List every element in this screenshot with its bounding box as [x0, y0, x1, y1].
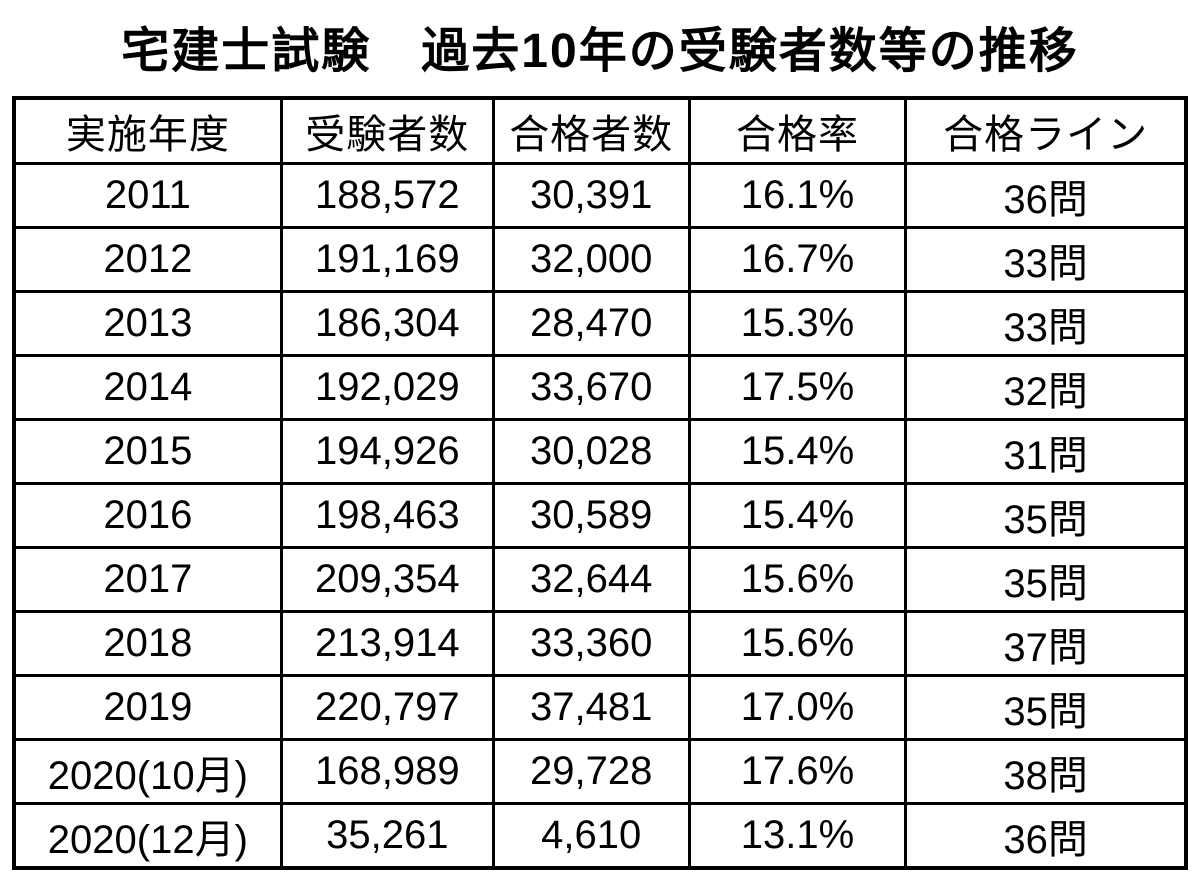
table-cell: 4,610 [491, 802, 691, 870]
table-cell: 33問 [904, 226, 1188, 293]
table-cell: 37問 [904, 610, 1188, 677]
table-cell: 192,029 [279, 354, 495, 421]
table-cell: 15.4% [687, 482, 908, 549]
column-header: 受験者数 [279, 96, 495, 165]
table-cell: 30,589 [491, 482, 691, 549]
table-cell: 36問 [904, 802, 1188, 870]
column-header: 合格ライン [904, 96, 1188, 165]
table-row: 2017 209,354 32,644 15.6% 35問 [12, 546, 1188, 613]
table-cell: 16.1% [687, 162, 908, 229]
table-cell: 2012 [12, 226, 283, 293]
column-header: 実施年度 [12, 96, 283, 165]
table-cell: 2017 [12, 546, 283, 613]
table-cell: 2013 [12, 290, 283, 357]
table-cell: 2016 [12, 482, 283, 549]
table-cell: 186,304 [279, 290, 495, 357]
table-cell: 15.6% [687, 610, 908, 677]
column-header: 合格率 [687, 96, 908, 165]
table-cell: 32,000 [491, 226, 691, 293]
table-cell: 30,391 [491, 162, 691, 229]
table-cell: 32問 [904, 354, 1188, 421]
table-cell: 17.0% [687, 674, 908, 741]
table-cell: 33,360 [491, 610, 691, 677]
table-cell: 198,463 [279, 482, 495, 549]
table-cell: 16.7% [687, 226, 908, 293]
table-cell: 35,261 [279, 802, 495, 870]
page-title: 宅建士試験 過去10年の受験者数等の推移 [121, 25, 1079, 78]
table-cell: 194,926 [279, 418, 495, 485]
table-row: 2012 191,169 32,000 16.7% 33問 [12, 226, 1188, 293]
table-cell: 32,644 [491, 546, 691, 613]
table-cell: 31問 [904, 418, 1188, 485]
table-cell: 35問 [904, 482, 1188, 549]
table-cell: 35問 [904, 546, 1188, 613]
table-body: 2011 188,572 30,391 16.1% 36問 2012 191,169 32,0… [12, 162, 1188, 870]
table-cell: 30,028 [491, 418, 691, 485]
table-cell: 17.5% [687, 354, 908, 421]
header-row: 実施年度 受験者数 合格者数 合格率 合格ライン [12, 96, 1188, 165]
table-cell: 2011 [12, 162, 283, 229]
table-cell: 209,354 [279, 546, 495, 613]
table-cell: 28,470 [491, 290, 691, 357]
table-cell: 17.6% [687, 738, 908, 805]
table-row: 2013 186,304 28,470 15.3% 33問 [12, 290, 1188, 357]
table-cell: 2020(12月) [12, 802, 283, 870]
table-cell: 2020(10月) [12, 738, 283, 805]
table-cell: 15.3% [687, 290, 908, 357]
table-cell: 220,797 [279, 674, 495, 741]
table-row: 2015 194,926 30,028 15.4% 31問 [12, 418, 1188, 485]
table-row: 2020(12月) 35,261 4,610 13.1% 36問 [12, 802, 1188, 870]
table-cell: 15.6% [687, 546, 908, 613]
table-cell: 2015 [12, 418, 283, 485]
table-row: 2014 192,029 33,670 17.5% 32問 [12, 354, 1188, 421]
table-row: 2016 198,463 30,589 15.4% 35問 [12, 482, 1188, 549]
table-cell: 37,481 [491, 674, 691, 741]
table-cell: 2019 [12, 674, 283, 741]
table-cell: 36問 [904, 162, 1188, 229]
exam-stats-table: 実施年度 受験者数 合格者数 合格率 合格ライン 2011 188,572 30,391 16… [12, 96, 1188, 870]
table-row: 2019 220,797 37,481 17.0% 35問 [12, 674, 1188, 741]
table-row: 2018 213,914 33,360 15.6% 37問 [12, 610, 1188, 677]
table-cell: 35問 [904, 674, 1188, 741]
table-cell: 2018 [12, 610, 283, 677]
table-cell: 15.4% [687, 418, 908, 485]
table-row: 2011 188,572 30,391 16.1% 36問 [12, 162, 1188, 229]
table-cell: 33,670 [491, 354, 691, 421]
table-cell: 33問 [904, 290, 1188, 357]
table-cell: 191,169 [279, 226, 495, 293]
table-cell: 213,914 [279, 610, 495, 677]
table-cell: 38問 [904, 738, 1188, 805]
table-cell: 2014 [12, 354, 283, 421]
table-cell: 188,572 [279, 162, 495, 229]
table-row: 2020(10月) 168,989 29,728 17.6% 38問 [12, 738, 1188, 805]
table-cell: 168,989 [279, 738, 495, 805]
table-cell: 13.1% [687, 802, 908, 870]
table-cell: 29,728 [491, 738, 691, 805]
column-header: 合格者数 [491, 96, 691, 165]
